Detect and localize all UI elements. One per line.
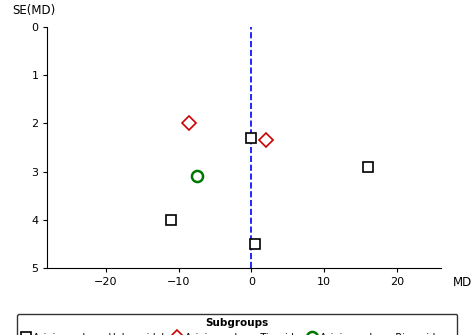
Legend: Aripiprazole vs Haloperidol, Aripiprazole vs Tiapride, Aripiprazole vs Risperido: Aripiprazole vs Haloperidol, Aripiprazol… bbox=[17, 314, 457, 335]
Text: SE(MD): SE(MD) bbox=[12, 4, 55, 17]
Text: MD: MD bbox=[453, 276, 472, 289]
